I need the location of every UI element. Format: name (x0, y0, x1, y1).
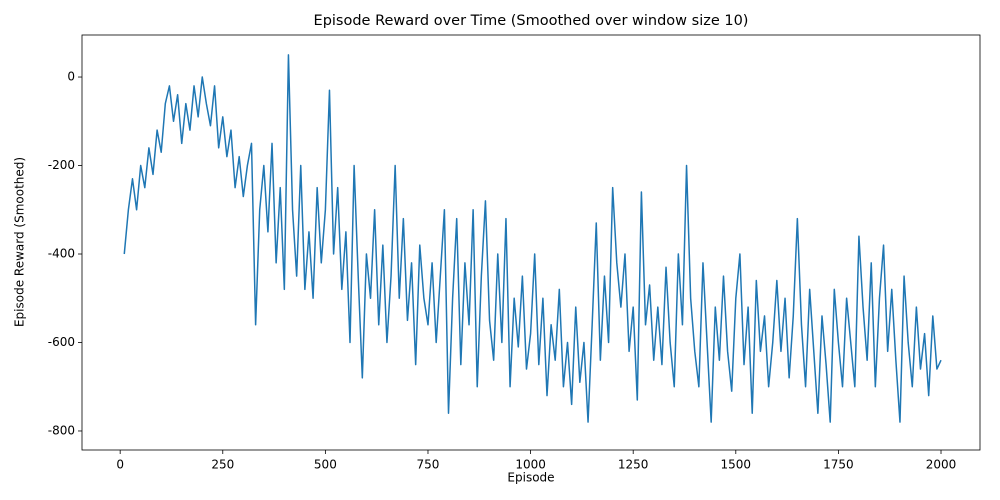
y-tick-label: -800 (48, 423, 75, 437)
chart-title: Episode Reward over Time (Smoothed over … (314, 13, 749, 29)
x-axis-label: Episode (507, 471, 554, 485)
y-tick-label: -400 (48, 247, 75, 261)
x-tick-label: 1250 (618, 458, 649, 472)
x-tick-label: 0 (116, 458, 124, 472)
x-tick-label: 2000 (926, 458, 957, 472)
y-tick-label: -200 (48, 158, 75, 172)
reward-line (123, 54, 942, 423)
y-tick-label: -600 (48, 335, 75, 349)
x-tick-label: 500 (314, 458, 337, 472)
y-axis-label: Episode Reward (Smoothed) (13, 157, 27, 327)
x-tick-label: 250 (211, 458, 234, 472)
y-tick-label: 0 (67, 70, 75, 84)
x-tick-label: 1500 (721, 458, 752, 472)
x-tick-label: 1000 (515, 458, 546, 472)
x-tick-label: 750 (417, 458, 440, 472)
plot-frame (81, 34, 981, 451)
x-tick-label: 1750 (823, 458, 854, 472)
